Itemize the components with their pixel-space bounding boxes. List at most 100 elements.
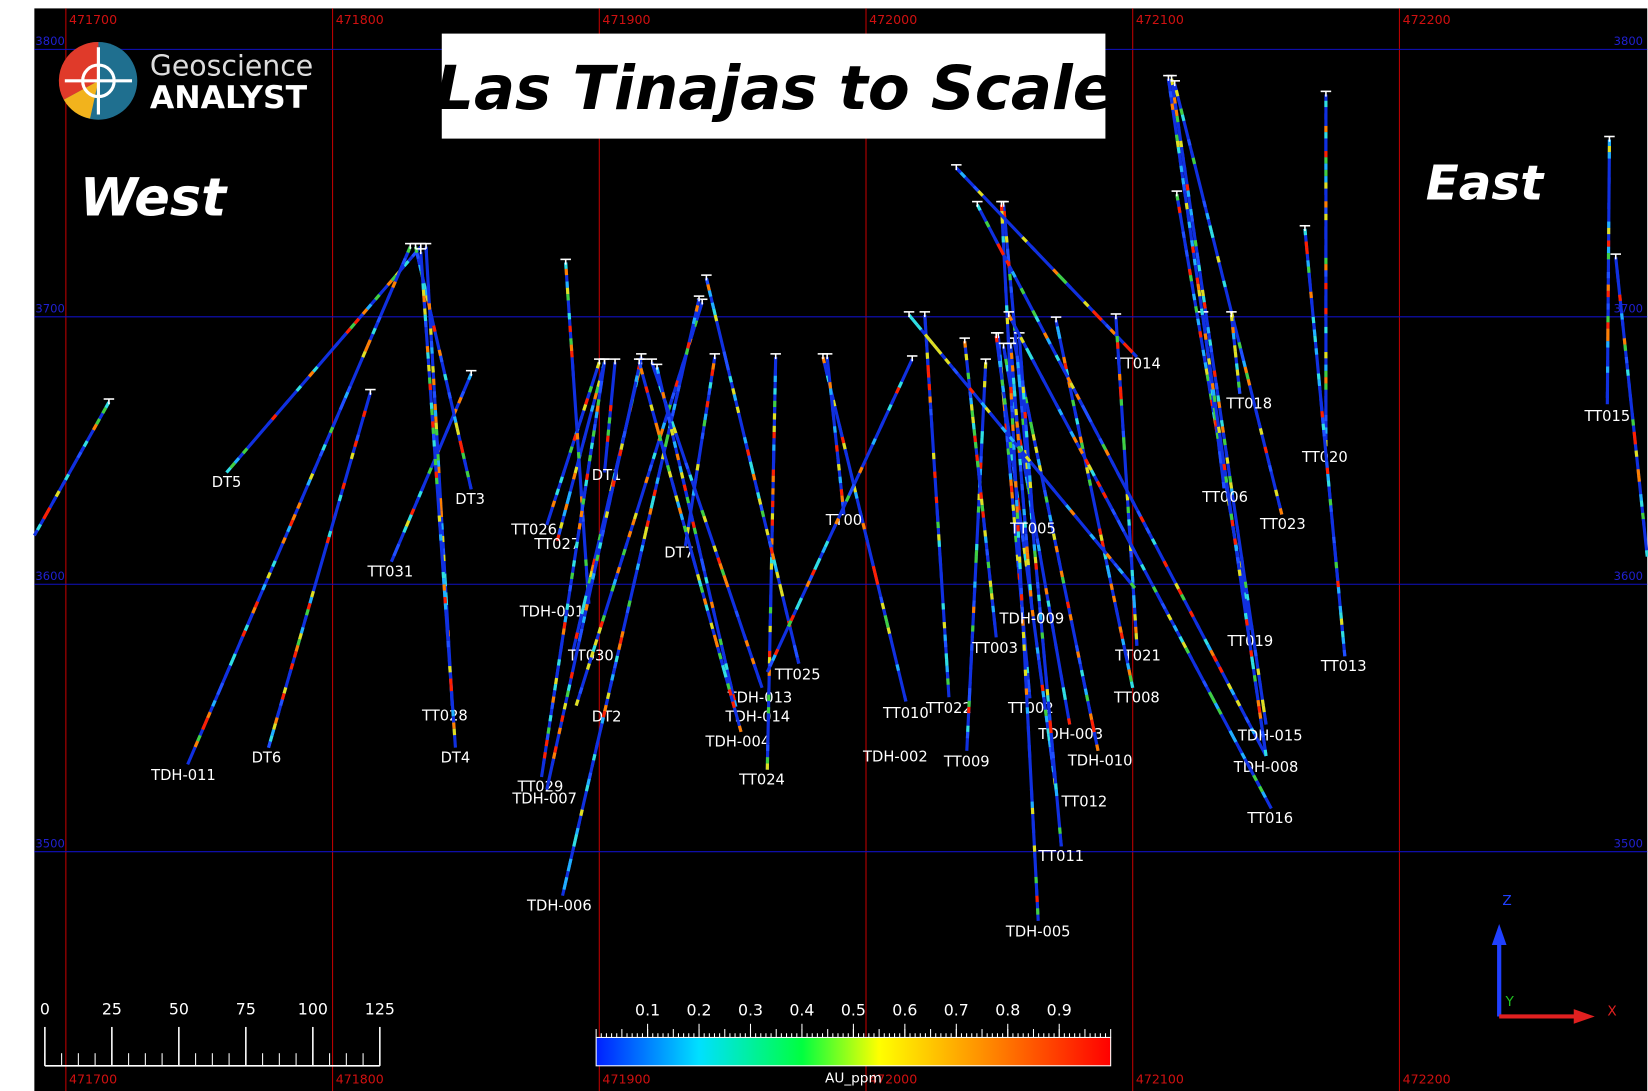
logo-text: Geoscience: [150, 50, 313, 83]
assay-segment: [983, 530, 988, 537]
assay-segment: [45, 506, 52, 515]
assay-segment: [1034, 315, 1040, 323]
assay-segment: [1240, 588, 1245, 595]
assay-segment: [1308, 279, 1312, 286]
assay-segment: [769, 547, 774, 554]
assay-segment: [1047, 714, 1052, 721]
hole-label: TT008: [1113, 689, 1160, 706]
assay-segment: [694, 305, 700, 312]
assay-segment: [241, 630, 247, 638]
assay-segment: [1268, 464, 1273, 472]
assay-segment: [1082, 682, 1087, 690]
assay-segment: [550, 702, 555, 710]
assay-segment: [248, 612, 255, 620]
assay-segment: [1229, 688, 1236, 696]
assay-segment: [437, 349, 443, 357]
assay-segment: [1201, 295, 1206, 303]
assay-segment: [1233, 345, 1237, 352]
title: Las Tinajas to Scale: [435, 53, 1114, 124]
assay-segment: [1214, 420, 1219, 427]
assay-segment: [1307, 272, 1312, 280]
assay-segment: [1037, 594, 1041, 602]
assay-segment: [584, 397, 590, 405]
assay-segment: [1170, 103, 1175, 111]
assay-segment: [1226, 463, 1231, 471]
assay-segment: [574, 632, 579, 640]
assay-segment: [1107, 502, 1114, 510]
assay-segment: [1022, 547, 1027, 555]
assay-segment: [211, 699, 217, 707]
easting-label: 472200: [1403, 12, 1451, 27]
assay-segment: [1077, 657, 1082, 665]
assay-segment: [748, 461, 754, 469]
hole-label: TDH-010: [1067, 752, 1133, 769]
assay-segment: [1203, 362, 1208, 369]
assay-segment: [311, 467, 317, 475]
assay-segment: [1236, 563, 1241, 570]
assay-segment: [416, 258, 422, 266]
assay-segment: [656, 428, 661, 436]
assay-segment: [1025, 402, 1030, 410]
easting-label: 472100: [1136, 12, 1184, 27]
assay-segment: [1186, 190, 1191, 197]
assay-segment: [969, 397, 973, 405]
assay-segment: [1096, 314, 1103, 322]
assay-segment: [972, 429, 977, 436]
assay-segment: [1202, 680, 1208, 688]
assay-segment: [1622, 338, 1627, 345]
assay-segment: [419, 484, 426, 492]
assay-segment: [563, 876, 569, 884]
assay-segment: [1191, 246, 1196, 253]
assay-segment: [1312, 329, 1317, 336]
assay-segment: [1317, 379, 1322, 387]
assay-segment: [582, 403, 588, 411]
assay-segment: [821, 546, 827, 554]
assay-segment: [975, 454, 980, 462]
assay-segment: [1258, 428, 1264, 435]
assay-segment: [1008, 441, 1013, 449]
assay-segment: [415, 252, 420, 260]
assay-segment: [1043, 709, 1048, 717]
assay-segment: [268, 735, 274, 743]
assay-segment: [36, 523, 42, 531]
assay-segment: [349, 452, 355, 460]
assay-segment: [1090, 719, 1095, 727]
assay-segment: [1320, 417, 1325, 424]
assay-segment: [858, 510, 863, 518]
assay-segment: [226, 664, 232, 672]
assay-segment: [775, 571, 780, 579]
hole-label: TDH-001: [519, 603, 585, 620]
assay-segment: [1030, 427, 1035, 435]
assay-segment: [1216, 707, 1223, 716]
assay-segment: [283, 399, 290, 407]
assay-segment: [1189, 208, 1194, 216]
assay-segment: [1010, 270, 1017, 278]
assay-segment: [606, 429, 611, 436]
assay-segment: [1040, 632, 1045, 639]
assay-segment: [977, 189, 984, 197]
assay-segment: [1130, 499, 1137, 507]
assay-segment: [760, 510, 766, 518]
assay-segment: [1257, 421, 1262, 429]
assay-segment: [562, 622, 567, 629]
assay-segment: [1631, 419, 1636, 426]
assay-segment: [1012, 383, 1016, 391]
hole-label: TT011: [1037, 848, 1084, 865]
logo: Geoscience ANALYST: [58, 41, 313, 120]
assay-segment: [897, 381, 904, 389]
assay-segment: [672, 441, 678, 449]
assay-segment: [972, 185, 980, 193]
assay-segment: [555, 665, 561, 673]
assay-segment: [674, 380, 680, 388]
assay-segment: [1031, 358, 1037, 366]
assay-segment: [1009, 479, 1013, 487]
assay-segment: [1243, 366, 1249, 374]
assay-segment: [459, 390, 466, 398]
assay-segment: [981, 517, 986, 525]
assay-segment: [1246, 763, 1253, 771]
assay-segment: [729, 695, 735, 703]
assay-segment: [573, 466, 579, 474]
assay-segment: [1187, 221, 1192, 229]
assay-segment: [583, 485, 588, 493]
hole-label: TDH-008: [1233, 759, 1299, 776]
